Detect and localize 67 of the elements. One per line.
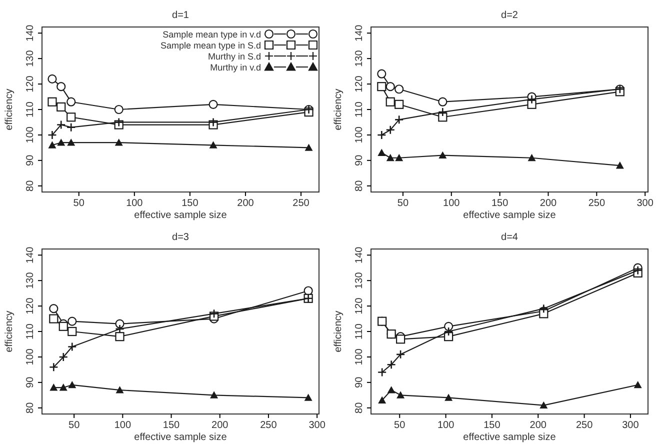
y-tick-label: 140: [354, 246, 365, 264]
y-tick-label: 110: [25, 101, 36, 118]
x-tick-label: 50: [68, 420, 80, 432]
y-tick-label: 100: [25, 126, 36, 144]
chart-title: d=4: [501, 232, 518, 243]
x-tick-label: 300: [308, 420, 326, 432]
y-tick-label: 80: [354, 402, 365, 414]
chart-title: d=1: [172, 10, 190, 21]
x-tick-label: 200: [530, 420, 547, 432]
y-tick-label: 90: [25, 376, 36, 388]
x-axis-title: effective sample size: [134, 432, 228, 443]
y-tick-label: 140: [354, 24, 365, 42]
x-tick-label: 250: [588, 198, 606, 210]
x-tick-label: 300: [622, 420, 640, 432]
y-tick-label: 130: [25, 50, 36, 67]
x-tick-label: 250: [292, 198, 310, 210]
x-tick-label: 150: [182, 198, 199, 210]
x-tick-label: 50: [73, 198, 85, 210]
x-tick-label: 150: [491, 198, 509, 210]
legend-label: Murthy in S.d: [208, 52, 261, 62]
y-tick-label: 110: [354, 101, 365, 118]
legend-label: Sample mean type in v.d: [162, 30, 261, 40]
y-tick-label: 90: [25, 154, 36, 166]
y-tick-label: 120: [354, 75, 365, 92]
x-tick-label: 150: [484, 420, 501, 432]
y-tick-label: 100: [25, 348, 36, 366]
x-tick-label: 100: [126, 198, 144, 210]
y-tick-label: 80: [25, 180, 36, 192]
x-tick-label: 100: [437, 420, 455, 432]
y-tick-label: 140: [25, 24, 36, 42]
legend-label: Sample mean type in S.d: [160, 40, 261, 50]
y-tick-label: 80: [25, 402, 36, 414]
y-tick-label: 120: [354, 297, 365, 314]
y-tick-label: 140: [25, 246, 36, 264]
x-tick-label: 250: [260, 420, 278, 432]
y-axis-title: efficiency: [4, 88, 15, 130]
x-tick-label: 200: [540, 198, 558, 210]
x-tick-label: 200: [212, 420, 229, 432]
x-tick-label: 100: [114, 420, 132, 432]
y-tick-label: 120: [25, 75, 36, 92]
y-axis-title: efficiency: [4, 310, 15, 352]
x-tick-label: 250: [576, 420, 594, 432]
y-tick-label: 90: [354, 154, 365, 166]
legend-label: Murthy in v.d: [210, 62, 261, 72]
x-axis-title: effective sample size: [134, 210, 228, 221]
x-tick-label: 50: [394, 420, 406, 432]
y-axis-title: efficiency: [333, 88, 344, 130]
y-tick-label: 130: [354, 50, 365, 67]
y-axis-title: efficiency: [333, 310, 344, 352]
x-axis-title: effective sample size: [463, 210, 556, 221]
y-tick-label: 110: [354, 323, 365, 340]
y-tick-label: 130: [354, 272, 365, 289]
y-tick-label: 80: [354, 180, 365, 192]
x-tick-label: 50: [397, 198, 409, 210]
y-tick-label: 100: [354, 126, 365, 144]
y-tick-label: 120: [25, 297, 36, 314]
x-tick-label: 300: [636, 198, 654, 210]
chart-title: d=2: [501, 10, 518, 21]
x-tick-label: 100: [443, 198, 460, 210]
y-tick-label: 90: [354, 376, 365, 388]
x-axis-title: effective sample size: [463, 432, 556, 443]
y-tick-label: 110: [25, 323, 36, 340]
chart-title: d=3: [172, 232, 190, 243]
x-tick-label: 150: [162, 420, 180, 432]
y-tick-label: 100: [354, 348, 365, 366]
x-tick-label: 200: [237, 198, 254, 210]
y-tick-label: 130: [25, 272, 36, 289]
